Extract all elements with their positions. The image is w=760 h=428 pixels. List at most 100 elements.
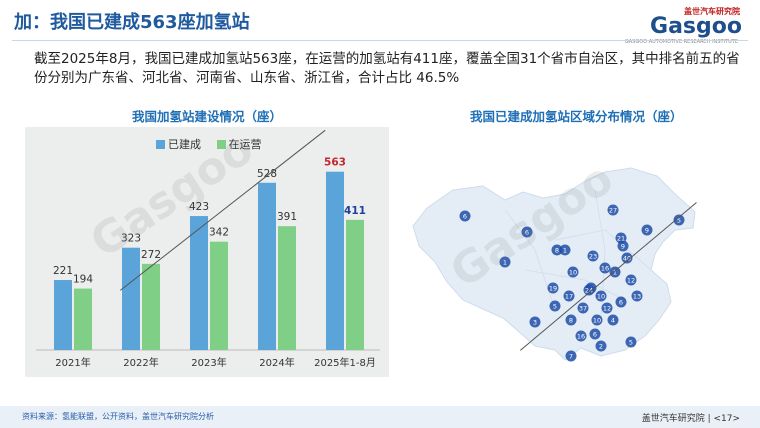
map-point-32 (625, 336, 637, 348)
bar-built-4 (326, 171, 344, 350)
bar-operating-3 (278, 226, 296, 350)
logo-en: Gasgoo (650, 14, 742, 39)
bar-operating-4 (346, 219, 364, 350)
map-title: 我国已建成加氢站区域分布情况（座） (470, 109, 683, 124)
x-tick-label-0: 2021年 (55, 356, 90, 369)
map-point-8 (587, 250, 599, 262)
china-map: 6627511982312194016101219717102413612537… (405, 150, 725, 378)
map-point-31 (595, 340, 607, 352)
map-point-11 (617, 240, 629, 252)
map-point-label-7: 8 (555, 247, 559, 255)
header-divider (12, 40, 748, 41)
map-point-label-5: 1 (563, 247, 567, 255)
data-label-operating-2: 342 (209, 227, 229, 239)
map-point-label-3: 5 (677, 217, 681, 225)
map-point-label-27: 8 (569, 317, 573, 325)
map-point-label-15: 12 (627, 277, 635, 285)
map-point-23 (601, 302, 613, 314)
map-point-label-19: 10 (597, 293, 605, 301)
footer-source: 资料来源：氢能联盟，公开资料，盖世汽车研究院分析 (22, 412, 214, 421)
map-point-0 (459, 210, 471, 222)
map-point-13 (599, 262, 611, 274)
map-point-label-28: 10 (593, 317, 601, 325)
page-title: 加：我国已建成563座加氢站 (14, 12, 250, 33)
footer: 资料来源：氢能联盟，公开资料，盖世汽车研究院分析 盖世汽车研究院 | <17> (0, 406, 760, 428)
gasgoo-logo: 盖世汽车研究院 Gasgoo GASGOO AUTOMOTIVE RESEARC… (624, 6, 742, 45)
map-point-label-11: 9 (621, 243, 625, 251)
data-label-built-1: 323 (121, 233, 141, 245)
map-point-29 (607, 314, 619, 326)
map-point-28 (591, 314, 603, 326)
legend-label-operating: 在运营 (228, 138, 262, 151)
map-point-18 (563, 290, 575, 302)
map-point-label-9: 1 (613, 269, 617, 277)
map-point-6 (641, 224, 653, 236)
data-label-operating-4: 411 (344, 205, 366, 217)
map-point-label-32: 5 (629, 339, 633, 347)
map-point-label-22: 6 (619, 299, 623, 307)
map-point-1 (521, 226, 533, 238)
map-point-22 (615, 296, 627, 308)
map-point-label-29: 4 (611, 317, 615, 325)
map-point-label-0: 6 (463, 213, 467, 221)
china-map-shape: 6627511982312194016101219717102413612537… (412, 167, 696, 362)
map-point-label-21: 13 (633, 293, 641, 301)
province-borders (504, 189, 652, 321)
footer-page: 盖世汽车研究院 | <17> (641, 414, 740, 424)
bar-built-3 (258, 182, 276, 350)
map-point-label-8: 23 (589, 253, 597, 261)
bar-chart-title: 我国加氢站建设情况（座） (132, 109, 283, 124)
bar-built-2 (190, 216, 208, 350)
map-point-label-2: 27 (609, 207, 617, 215)
bar-operating-2 (210, 241, 228, 350)
map-point-16 (547, 282, 559, 294)
map-point-label-34: 7 (569, 353, 573, 361)
map-point-label-30: 16 (577, 333, 585, 341)
map-point-label-13: 16 (601, 265, 609, 273)
map-point-19 (595, 290, 607, 302)
map-point-26 (529, 316, 541, 328)
map-point-label-18: 17 (565, 293, 573, 301)
map-point-label-23: 12 (603, 305, 611, 313)
x-tick-label-1: 2022年 (123, 356, 158, 369)
bar-built-1 (122, 247, 140, 350)
map-point-label-14: 10 (569, 269, 577, 277)
map-point-label-25: 37 (579, 305, 587, 313)
map-point-7 (551, 244, 563, 256)
summary-text: 截至2025年8月，我国已建成加氢站563座，在运营的加氢站有411座，覆盖全国… (34, 51, 740, 86)
x-tick-label-4: 2025年1-8月 (314, 356, 376, 369)
map-point-14 (567, 266, 579, 278)
chart-legend: 已建成 在运营 (156, 136, 274, 152)
map-point-24 (549, 300, 561, 312)
map-point-label-24: 5 (553, 303, 557, 311)
map-point-33 (589, 328, 601, 340)
map-points: 6627511982312194016101219717102413612537… (459, 204, 685, 362)
map-point-27 (565, 314, 577, 326)
data-label-operating-1: 272 (141, 249, 161, 261)
x-tick-label-2: 2023年 (191, 356, 226, 369)
map-point-5 (559, 244, 571, 256)
map-point-30 (575, 330, 587, 342)
data-label-operating-3: 391 (277, 211, 297, 223)
logo-sub: GASGOO AUTOMOTIVE RESEARCH INSTITUTE (624, 39, 738, 45)
data-label-operating-0: 194 (73, 274, 93, 286)
map-point-34 (565, 350, 577, 362)
bar-operating-0 (74, 288, 92, 350)
map-point-label-1: 6 (525, 229, 529, 237)
map-point-15 (625, 274, 637, 286)
map-point-25 (577, 302, 589, 314)
bar-operating-1 (142, 263, 160, 350)
map-landmass (412, 167, 696, 361)
legend-swatch-operating (216, 140, 226, 149)
x-tick-label-3: 2024年 (259, 356, 294, 369)
logo-cn: 盖世汽车研究院 (684, 7, 740, 16)
map-point-label-4: 1 (503, 259, 507, 267)
legend-swatch-built (156, 140, 165, 149)
bar-built-0 (54, 280, 72, 350)
map-point-label-33: 6 (593, 331, 597, 339)
map-point-4 (499, 256, 511, 268)
map-point-21 (631, 290, 643, 302)
data-label-built-4: 563 (324, 157, 346, 169)
legend-item-operating: 在运营 (216, 138, 262, 151)
